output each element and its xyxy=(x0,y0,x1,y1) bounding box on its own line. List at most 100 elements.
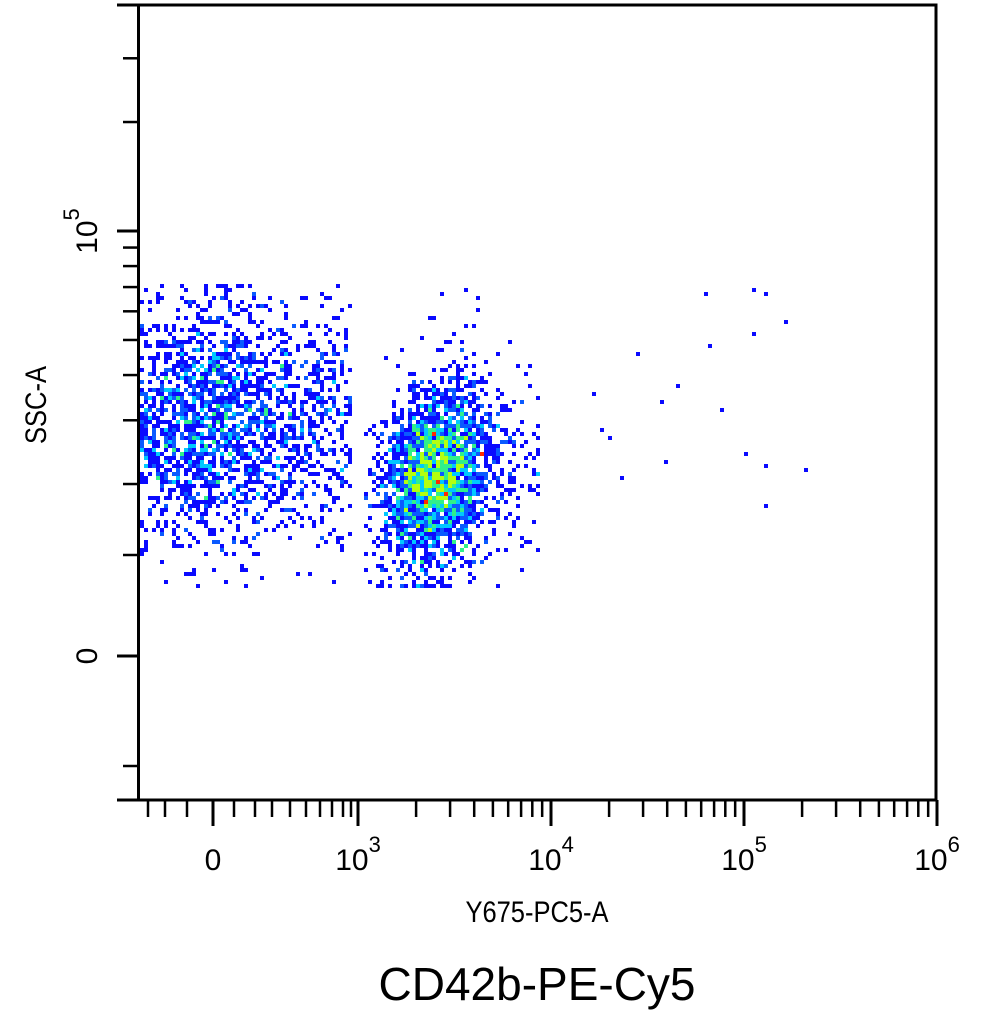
density-bin xyxy=(456,516,460,520)
density-bin xyxy=(308,396,312,400)
density-bin xyxy=(272,464,276,468)
density-bin xyxy=(424,416,428,420)
density-bin xyxy=(488,372,492,376)
density-bin xyxy=(528,484,532,488)
density-bin xyxy=(212,320,216,324)
density-bin xyxy=(472,392,476,396)
density-bin xyxy=(456,504,460,508)
density-bin xyxy=(212,456,216,460)
density-bin xyxy=(268,392,272,396)
density-bin xyxy=(468,472,472,476)
density-bin xyxy=(192,328,196,332)
density-bin xyxy=(160,400,164,404)
density-bin xyxy=(208,404,212,408)
density-bin xyxy=(428,464,432,468)
density-bin xyxy=(804,468,808,472)
density-bin xyxy=(320,412,324,416)
density-bin xyxy=(248,464,252,468)
density-bin xyxy=(396,484,400,488)
density-bin xyxy=(172,432,176,436)
density-bin xyxy=(336,540,340,544)
density-bin xyxy=(184,448,188,452)
density-bin xyxy=(224,412,228,416)
density-bin xyxy=(420,564,424,568)
density-bin xyxy=(312,480,316,484)
density-bin xyxy=(276,524,280,528)
density-bin xyxy=(372,552,376,556)
density-bin xyxy=(464,356,468,360)
density-bin xyxy=(216,384,220,388)
density-bin xyxy=(172,456,176,460)
density-bin xyxy=(424,504,428,508)
density-bin xyxy=(156,452,160,456)
density-bin xyxy=(424,580,428,584)
density-bin xyxy=(388,464,392,468)
density-bin xyxy=(416,512,420,516)
density-bin xyxy=(468,560,472,564)
density-bin xyxy=(176,460,180,464)
density-bin xyxy=(232,444,236,448)
density-bin xyxy=(164,360,168,364)
density-bin xyxy=(176,372,180,376)
density-bin xyxy=(192,436,196,440)
density-bin xyxy=(204,500,208,504)
density-bin xyxy=(240,356,244,360)
density-bin xyxy=(448,340,452,344)
density-bin xyxy=(152,436,156,440)
density-bin xyxy=(228,460,232,464)
density-bin xyxy=(164,444,168,448)
density-bin xyxy=(332,404,336,408)
density-bin xyxy=(472,364,476,368)
density-bin xyxy=(380,568,384,572)
density-bin xyxy=(408,384,412,388)
density-bin xyxy=(484,452,488,456)
density-bin xyxy=(160,512,164,516)
density-bin xyxy=(396,456,400,460)
density-bin xyxy=(244,388,248,392)
density-bin xyxy=(248,284,252,288)
density-bin xyxy=(460,484,464,488)
density-bin xyxy=(264,412,268,416)
density-bin xyxy=(452,408,456,412)
density-bin xyxy=(304,296,308,300)
density-bin xyxy=(464,424,468,428)
density-bin xyxy=(168,440,172,444)
density-bin xyxy=(204,416,208,420)
density-bin xyxy=(208,332,212,336)
density-bin xyxy=(312,368,316,372)
density-bin xyxy=(208,320,212,324)
density-bin xyxy=(396,544,400,548)
density-bin xyxy=(156,524,160,528)
density-bin xyxy=(196,392,200,396)
density-bin xyxy=(288,400,292,404)
density-bin xyxy=(192,452,196,456)
density-bin xyxy=(244,336,248,340)
density-bin xyxy=(396,504,400,508)
density-bin xyxy=(448,456,452,460)
density-bin xyxy=(328,532,332,536)
density-bin xyxy=(140,524,144,528)
density-bin xyxy=(328,448,332,452)
density-bin xyxy=(188,516,192,520)
density-bin xyxy=(484,496,488,500)
density-bin xyxy=(196,492,200,496)
density-bin xyxy=(428,396,432,400)
density-bin xyxy=(164,468,168,472)
density-bin xyxy=(332,500,336,504)
density-bin xyxy=(204,292,208,296)
density-bin xyxy=(428,504,432,508)
density-bin xyxy=(432,420,436,424)
density-bin xyxy=(460,540,464,544)
density-bin xyxy=(276,376,280,380)
density-bin xyxy=(312,408,316,412)
density-bin xyxy=(240,308,244,312)
density-bin xyxy=(420,556,424,560)
density-bin xyxy=(236,284,240,288)
density-bin xyxy=(140,520,144,524)
density-bin xyxy=(420,508,424,512)
density-bin xyxy=(304,320,308,324)
density-bin xyxy=(460,396,464,400)
density-bin xyxy=(228,436,232,440)
density-bin xyxy=(140,420,144,424)
density-bin xyxy=(348,304,352,308)
